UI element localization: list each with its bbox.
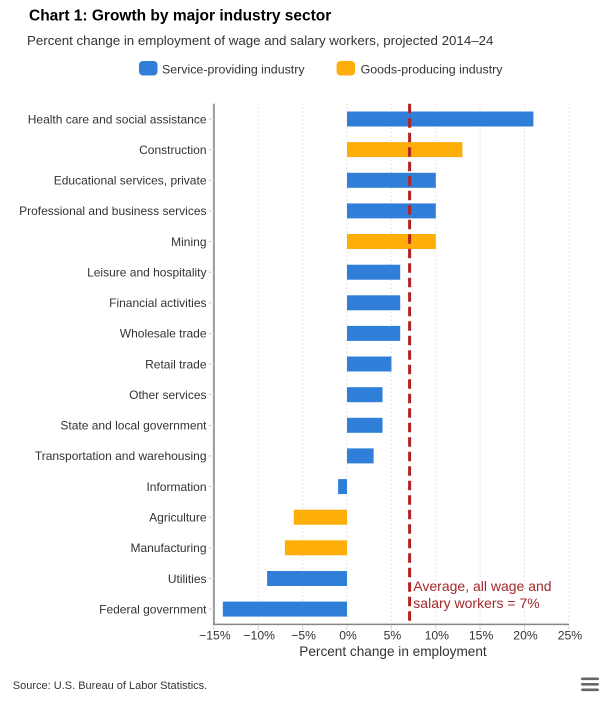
svg-text:Financial activities: Financial activities — [109, 296, 206, 310]
svg-text:Educational services, private: Educational services, private — [54, 174, 207, 188]
svg-text:Mining: Mining — [171, 235, 206, 249]
svg-text:Other services: Other services — [129, 388, 206, 402]
svg-text:Utilities: Utilities — [168, 572, 207, 586]
svg-text:−5%: −5% — [291, 628, 316, 642]
svg-text:Information: Information — [146, 480, 206, 494]
svg-text:−10%: −10% — [243, 628, 275, 642]
svg-text:Retail trade: Retail trade — [145, 357, 207, 371]
svg-text:Federal government: Federal government — [99, 602, 207, 616]
svg-text:Professional and business serv: Professional and business services — [19, 204, 206, 218]
svg-text:10%: 10% — [425, 628, 450, 642]
svg-text:State and local government: State and local government — [60, 419, 207, 433]
svg-text:5%: 5% — [384, 628, 402, 642]
svg-text:Percent change in employment o: Percent change in employment of wage and… — [27, 33, 493, 48]
svg-text:Health care and social assista: Health care and social assistance — [28, 112, 207, 126]
svg-text:Service-providing industry: Service-providing industry — [162, 63, 305, 77]
svg-text:Chart 1: Growth by major indus: Chart 1: Growth by major industry sector — [29, 8, 331, 25]
svg-text:Manufacturing: Manufacturing — [130, 541, 206, 555]
svg-text:Transportation and warehousing: Transportation and warehousing — [35, 449, 207, 463]
svg-text:Percent change in employment: Percent change in employment — [299, 644, 487, 659]
svg-text:15%: 15% — [469, 628, 494, 642]
svg-text:Agriculture: Agriculture — [149, 511, 207, 525]
svg-text:salary workers = 7%: salary workers = 7% — [413, 595, 539, 611]
svg-text:Source: U.S. Bureau of Labor S: Source: U.S. Bureau of Labor Statistics. — [13, 680, 207, 692]
svg-text:25%: 25% — [558, 628, 583, 642]
svg-text:0%: 0% — [339, 628, 357, 642]
svg-text:Average, all wage and: Average, all wage and — [413, 578, 551, 594]
svg-text:Goods-producing industry: Goods-producing industry — [361, 63, 504, 77]
svg-text:Construction: Construction — [139, 143, 206, 157]
svg-text:Leisure and hospitality: Leisure and hospitality — [87, 266, 206, 280]
svg-text:Wholesale trade: Wholesale trade — [120, 327, 207, 341]
svg-text:−15%: −15% — [199, 628, 231, 642]
svg-text:20%: 20% — [513, 628, 538, 642]
